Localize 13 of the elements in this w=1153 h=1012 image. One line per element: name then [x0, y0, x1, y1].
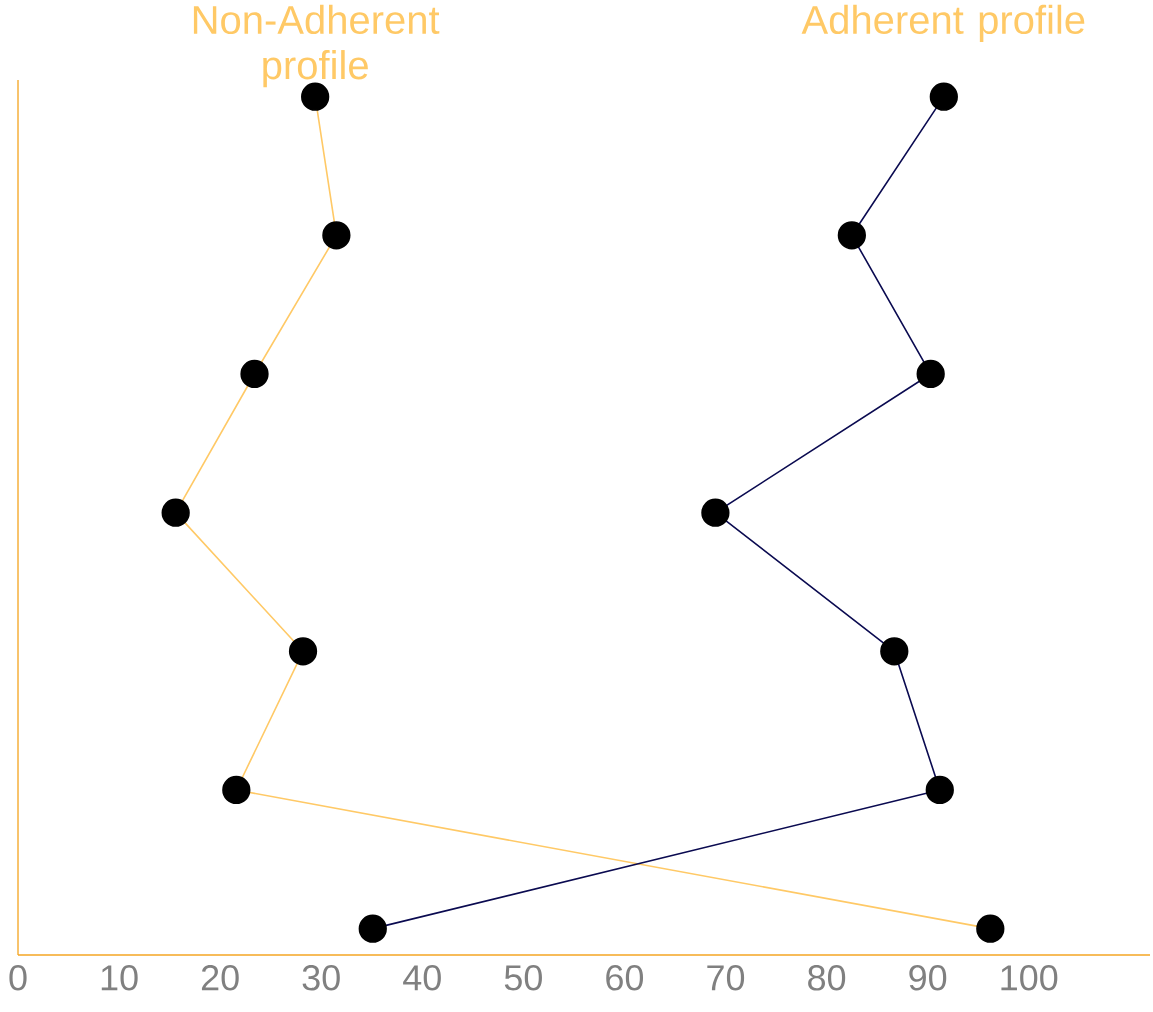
x-tick-label: 80	[808, 965, 846, 991]
x-tick-label: 20	[201, 965, 239, 991]
x-tick-label: 90	[909, 965, 947, 991]
x-tick-label: 70	[707, 965, 745, 991]
x-tick-label: 100	[1001, 965, 1058, 991]
x-tick-label: 40	[403, 965, 441, 991]
x-tick-label: 10	[101, 965, 138, 991]
x-tick-label: 50	[504, 965, 542, 991]
x-tick-label: 0	[9, 965, 27, 991]
x-tick-label: 30	[302, 965, 340, 991]
x-tick-label: 60	[606, 965, 644, 991]
series-label: Non-Adherent profile	[193, 4, 440, 88]
series-label: Adherent profile	[801, 4, 1085, 42]
